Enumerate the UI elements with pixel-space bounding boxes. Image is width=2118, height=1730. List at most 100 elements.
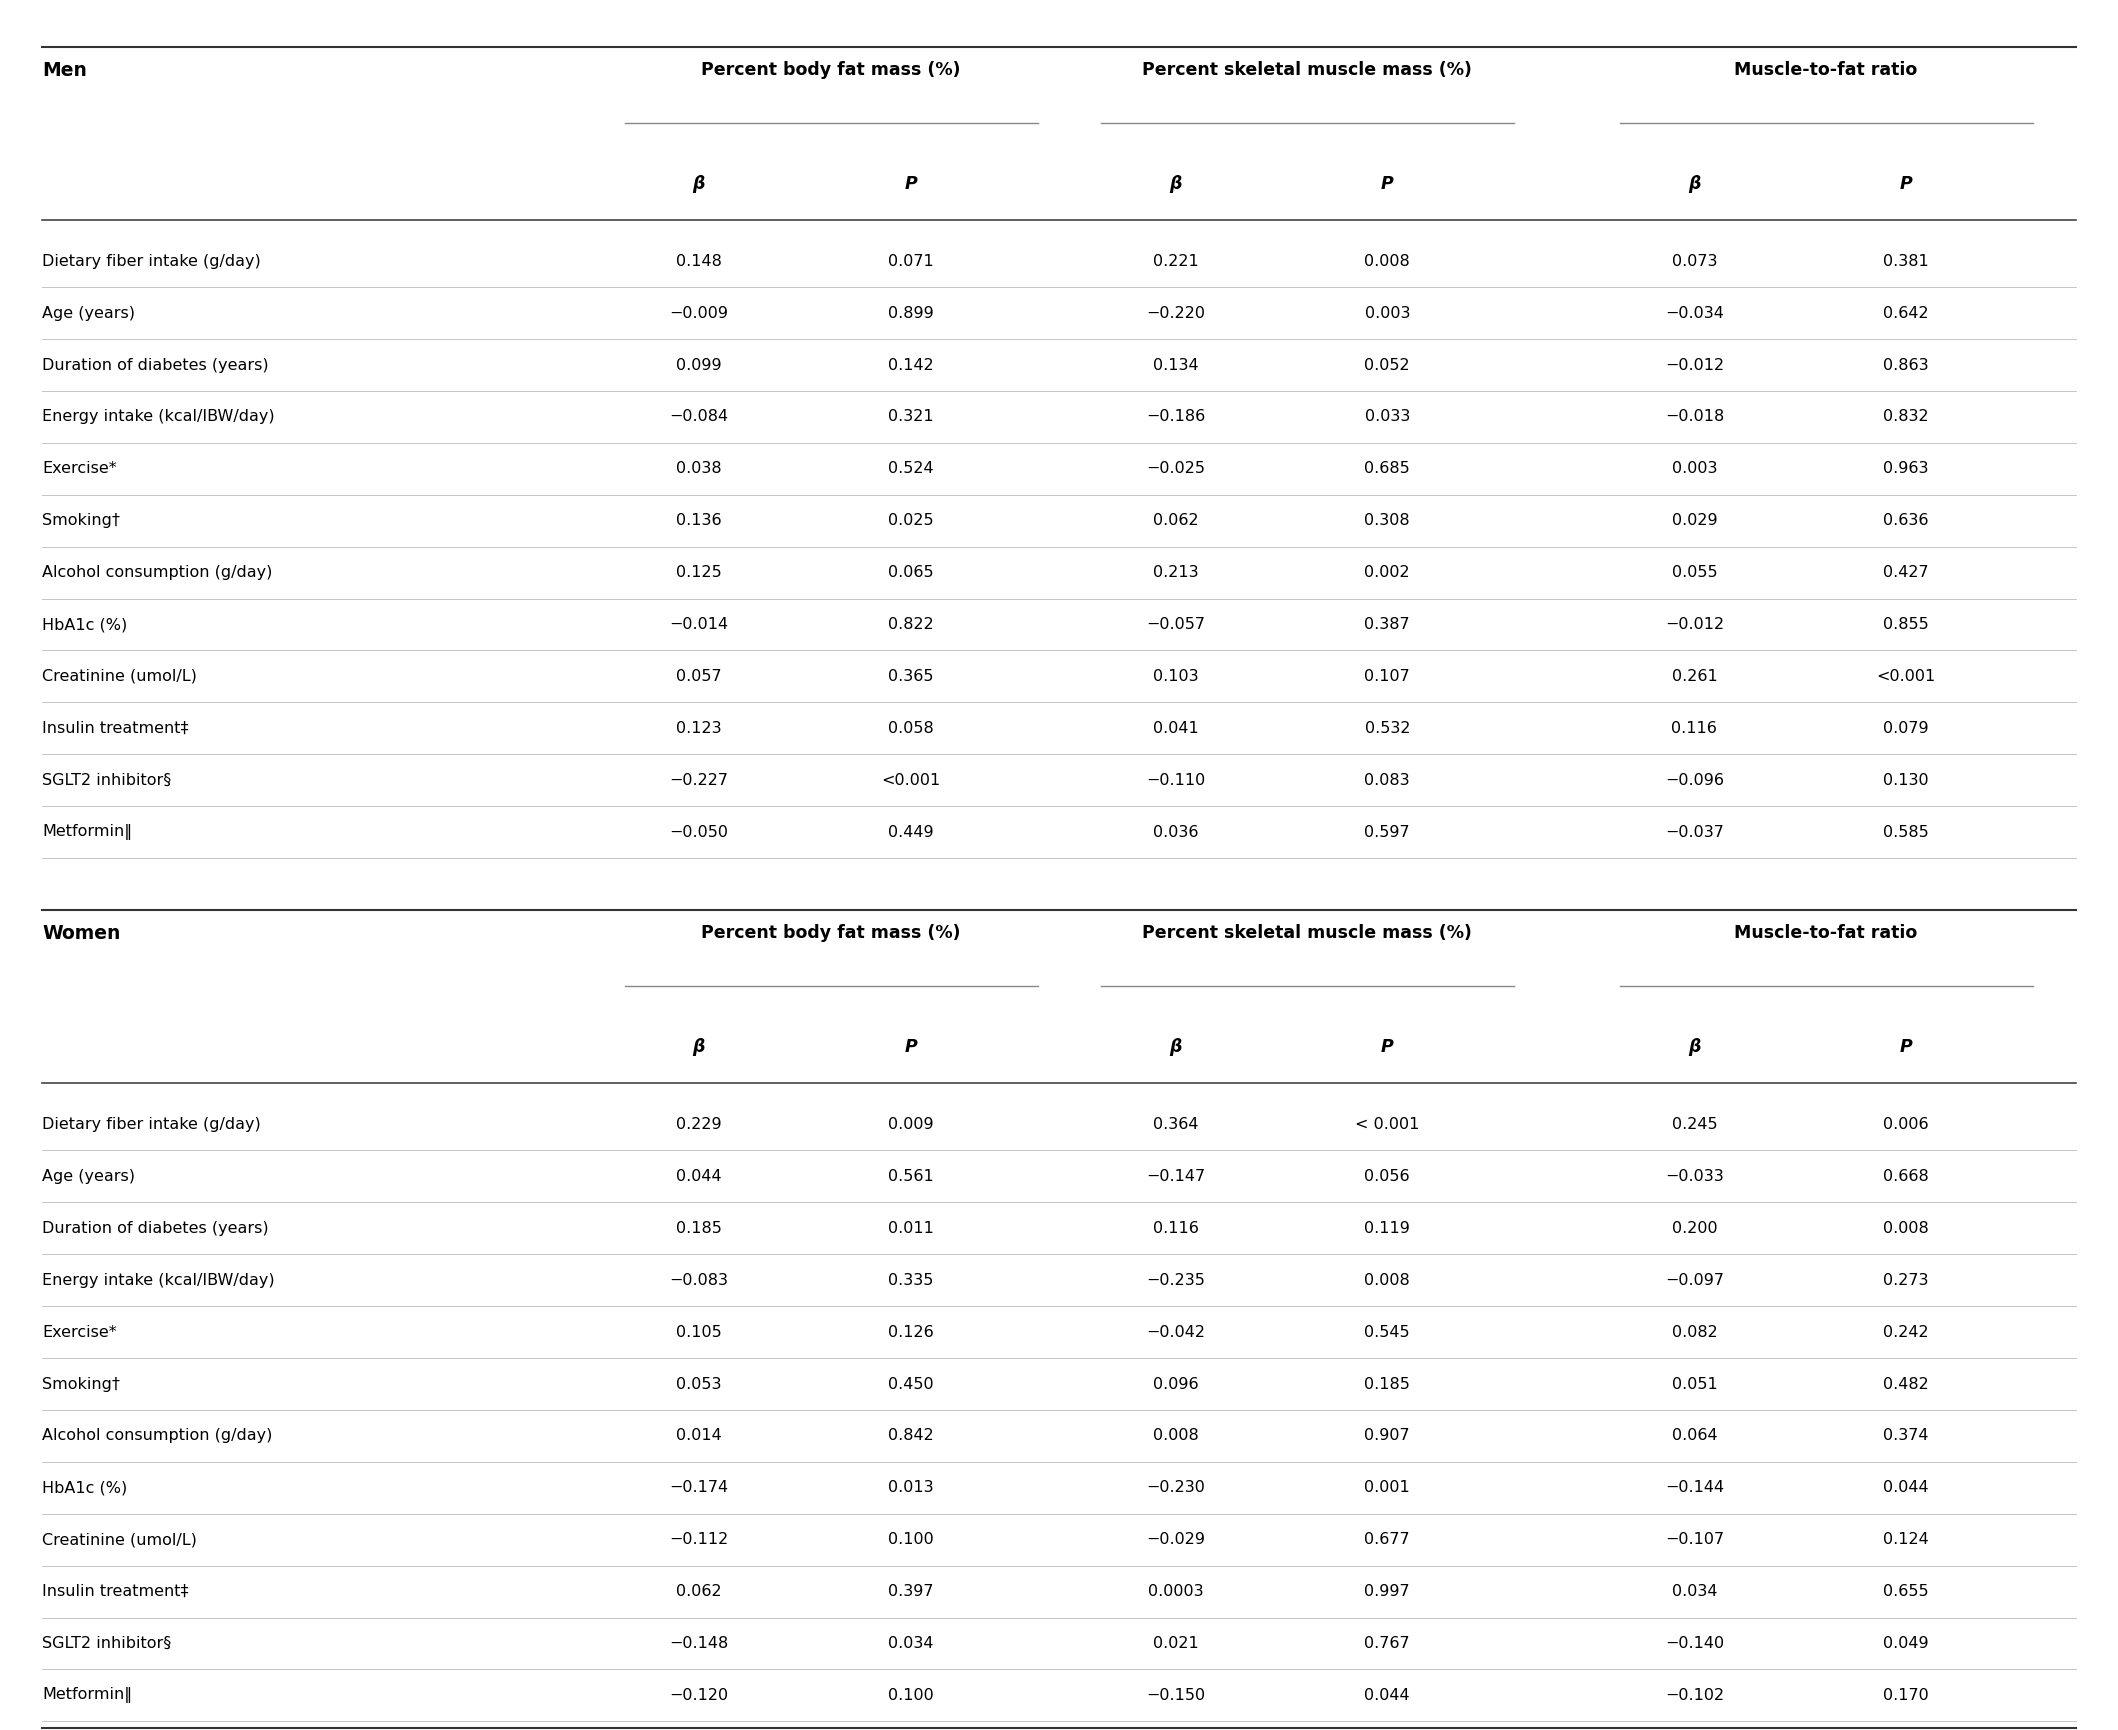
Text: 0.136: 0.136 [676,514,722,528]
Text: 0.001: 0.001 [1364,1481,1411,1495]
Text: 0.642: 0.642 [1883,306,1929,320]
Text: β: β [1169,1038,1182,1055]
Text: SGLT2 inhibitor§: SGLT2 inhibitor§ [42,1637,172,1650]
Text: 0.034: 0.034 [1671,1585,1718,1599]
Text: 0.863: 0.863 [1883,358,1929,372]
Text: Percent body fat mass (%): Percent body fat mass (%) [701,924,959,941]
Text: 0.561: 0.561 [887,1169,934,1183]
Text: 0.855: 0.855 [1883,618,1929,631]
Text: 0.335: 0.335 [887,1273,934,1287]
Text: 0.899: 0.899 [887,306,934,320]
Text: 0.245: 0.245 [1671,1118,1718,1131]
Text: 0.365: 0.365 [887,670,934,683]
Text: 0.079: 0.079 [1883,721,1929,735]
Text: −0.014: −0.014 [669,618,729,631]
Text: Metformin‖: Metformin‖ [42,1687,133,1704]
Text: 0.100: 0.100 [887,1533,934,1547]
Text: 0.427: 0.427 [1883,566,1929,580]
Text: −0.042: −0.042 [1146,1325,1205,1339]
Text: 0.125: 0.125 [676,566,722,580]
Text: 0.062: 0.062 [676,1585,722,1599]
Text: −0.150: −0.150 [1146,1688,1205,1702]
Text: 0.105: 0.105 [676,1325,722,1339]
Text: 0.053: 0.053 [676,1377,722,1391]
Text: 0.008: 0.008 [1364,1273,1411,1287]
Text: 0.124: 0.124 [1883,1533,1929,1547]
Text: −0.057: −0.057 [1146,618,1205,631]
Text: β: β [1688,1038,1701,1055]
Text: 0.119: 0.119 [1364,1221,1411,1235]
Text: 0.049: 0.049 [1883,1637,1929,1650]
Text: 0.033: 0.033 [1364,410,1411,424]
Text: Smoking†: Smoking† [42,514,121,528]
Text: 0.056: 0.056 [1364,1169,1411,1183]
Text: Alcohol consumption (g/day): Alcohol consumption (g/day) [42,1429,273,1443]
Text: 0.008: 0.008 [1152,1429,1199,1443]
Text: −0.230: −0.230 [1146,1481,1205,1495]
Text: <0.001: <0.001 [1877,670,1936,683]
Text: 0.907: 0.907 [1364,1429,1411,1443]
Text: 0.636: 0.636 [1883,514,1929,528]
Text: 0.103: 0.103 [1152,670,1199,683]
Text: 0.058: 0.058 [887,721,934,735]
Text: 0.014: 0.014 [676,1429,722,1443]
Text: −0.009: −0.009 [669,306,729,320]
Text: 0.397: 0.397 [887,1585,934,1599]
Text: 0.038: 0.038 [676,462,722,476]
Text: 0.003: 0.003 [1364,306,1411,320]
Text: −0.110: −0.110 [1146,773,1205,787]
Text: 0.044: 0.044 [1883,1481,1929,1495]
Text: −0.107: −0.107 [1665,1533,1724,1547]
Text: 0.055: 0.055 [1671,566,1718,580]
Text: 0.096: 0.096 [1152,1377,1199,1391]
Text: −0.084: −0.084 [669,410,729,424]
Text: Women: Women [42,924,121,943]
Text: 0.052: 0.052 [1364,358,1411,372]
Text: 0.585: 0.585 [1883,825,1929,839]
Text: −0.050: −0.050 [669,825,729,839]
Text: <0.001: <0.001 [881,773,940,787]
Text: −0.112: −0.112 [669,1533,729,1547]
Text: 0.029: 0.029 [1671,514,1718,528]
Text: 0.229: 0.229 [676,1118,722,1131]
Text: 0.668: 0.668 [1883,1169,1929,1183]
Text: Alcohol consumption (g/day): Alcohol consumption (g/day) [42,566,273,580]
Text: P: P [1900,175,1913,192]
Text: P: P [1381,1038,1394,1055]
Text: −0.148: −0.148 [669,1637,729,1650]
Text: 0.387: 0.387 [1364,618,1411,631]
Text: −0.034: −0.034 [1665,306,1724,320]
Text: 0.142: 0.142 [887,358,934,372]
Text: Exercise*: Exercise* [42,1325,116,1339]
Text: Insulin treatment‡: Insulin treatment‡ [42,1585,189,1599]
Text: 0.242: 0.242 [1883,1325,1929,1339]
Text: 0.364: 0.364 [1152,1118,1199,1131]
Text: Dietary fiber intake (g/day): Dietary fiber intake (g/day) [42,254,261,268]
Text: 0.767: 0.767 [1364,1637,1411,1650]
Text: 0.185: 0.185 [676,1221,722,1235]
Text: 0.065: 0.065 [887,566,934,580]
Text: Age (years): Age (years) [42,1169,136,1183]
Text: 0.134: 0.134 [1152,358,1199,372]
Text: Creatinine (umol/L): Creatinine (umol/L) [42,670,197,683]
Text: 0.963: 0.963 [1883,462,1929,476]
Text: −0.029: −0.029 [1146,1533,1205,1547]
Text: −0.235: −0.235 [1146,1273,1205,1287]
Text: 0.822: 0.822 [887,618,934,631]
Text: 0.273: 0.273 [1883,1273,1929,1287]
Text: −0.186: −0.186 [1146,410,1205,424]
Text: Metformin‖: Metformin‖ [42,823,133,841]
Text: 0.321: 0.321 [887,410,934,424]
Text: 0.057: 0.057 [676,670,722,683]
Text: HbA1c (%): HbA1c (%) [42,1481,127,1495]
Text: Energy intake (kcal/IBW/day): Energy intake (kcal/IBW/day) [42,410,275,424]
Text: −0.147: −0.147 [1146,1169,1205,1183]
Text: 0.532: 0.532 [1364,721,1411,735]
Text: Age (years): Age (years) [42,306,136,320]
Text: HbA1c (%): HbA1c (%) [42,618,127,631]
Text: Muscle-to-fat ratio: Muscle-to-fat ratio [1735,924,1917,941]
Text: 0.116: 0.116 [1152,1221,1199,1235]
Text: 0.130: 0.130 [1883,773,1929,787]
Text: 0.099: 0.099 [676,358,722,372]
Text: Duration of diabetes (years): Duration of diabetes (years) [42,1221,269,1235]
